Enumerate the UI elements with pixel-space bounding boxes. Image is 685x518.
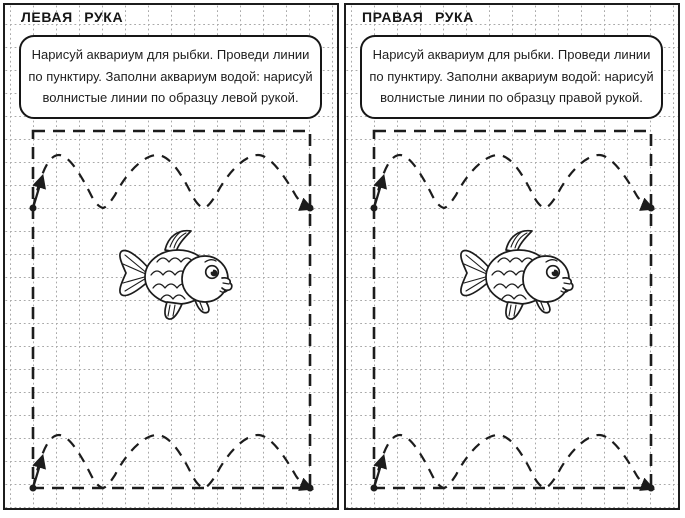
instruction-line: по пунктиру. Заполни аквариум водой: нар… [369, 68, 654, 84]
instruction-line: волнистые линии по образцу левой рукой. [42, 90, 299, 105]
instruction-box-left: Нарисуй аквариум для рыбки. Проведи лини… [19, 35, 322, 119]
instruction-box-right: Нарисуй аквариум для рыбки. Проведи лини… [360, 35, 663, 119]
instruction-line: по пунктиру. Заполни аквариум водой: нар… [28, 68, 313, 84]
instruction-line: волнистые линии по образцу правой рукой. [380, 90, 643, 105]
panel-right-hand: ПРАВАЯ РУКА Нарисуй аквариум для рыбки. … [344, 3, 680, 510]
instruction-line: Нарисуй аквариум для рыбки. Проведи лини… [31, 47, 310, 62]
panel-title-left: ЛЕВАЯ РУКА [21, 9, 124, 25]
panel-title-right: ПРАВАЯ РУКА [362, 9, 474, 25]
instruction-line: Нарисуй аквариум для рыбки. Проведи лини… [372, 47, 651, 62]
panel-left-hand: ЛЕВАЯ РУКА Нарисуй аквариум для рыбки. П… [3, 3, 339, 510]
